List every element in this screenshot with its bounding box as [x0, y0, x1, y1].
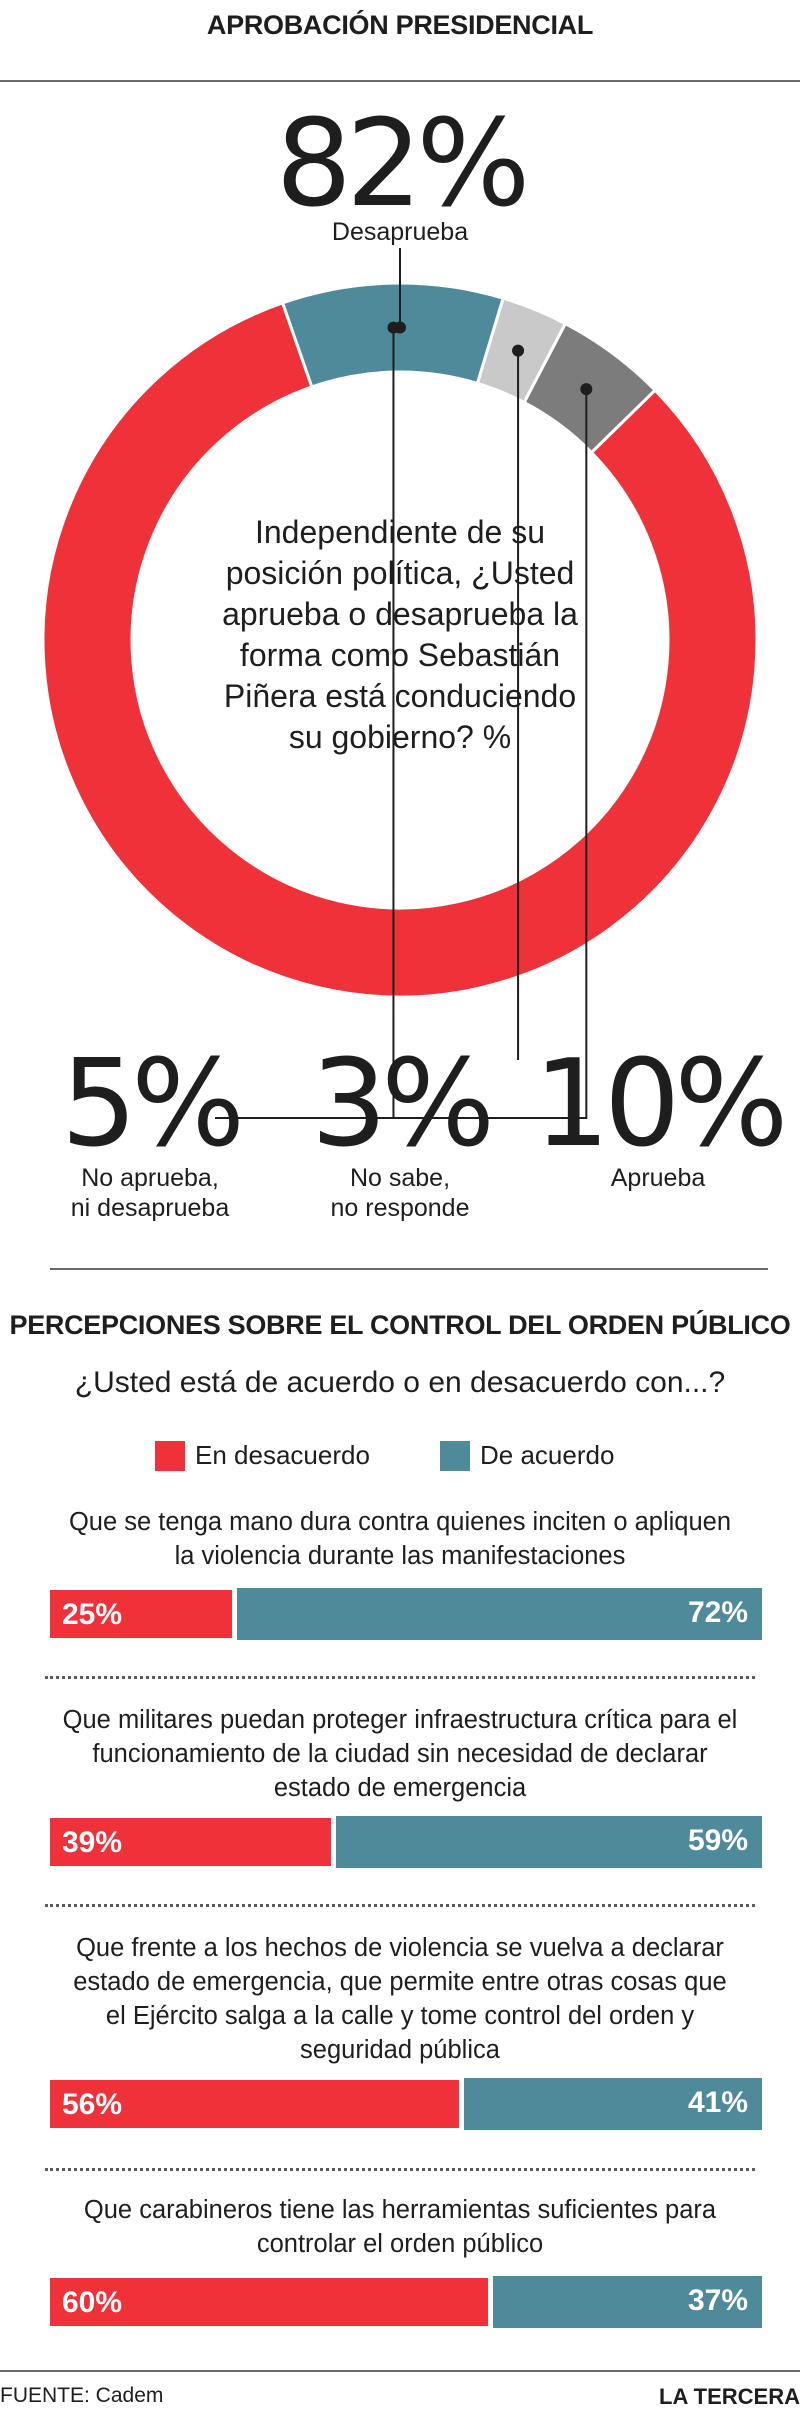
bar-value-disagree: 56% — [62, 2088, 123, 2121]
pct-neither: 5% — [61, 1035, 239, 1174]
bar-value-agree: 41% — [687, 2086, 748, 2119]
title-divider — [0, 80, 800, 82]
bar-value-disagree: 39% — [62, 1826, 123, 1859]
bar-segment-agree: 41% — [461, 2078, 762, 2130]
bar-segment-disagree: 56% — [50, 2078, 462, 2130]
chart-legend: En desacuerdo De acuerdo — [0, 1440, 800, 1474]
question-text-2: Que militares puedan proteger infraestru… — [62, 1706, 738, 1802]
question-text-3: Que frente a los hechos de violencia se … — [73, 1934, 727, 2064]
label-no-answer-line1: No sabe, — [350, 1164, 450, 1192]
bar-value-disagree: 25% — [62, 1598, 123, 1631]
bar-row-4: 60% 37% — [50, 2276, 762, 2328]
legend-item-agree: De acuerdo — [440, 1440, 614, 1471]
approval-donut-chart: 82%Desaprueba 10%Aprueba 3%No sabe,no resp… — [41, 95, 788, 1222]
legend-item-disagree: En desacuerdo — [155, 1440, 370, 1471]
bar-segment-agree: 37% — [490, 2276, 762, 2328]
bar-segment-disagree: 25% — [50, 1588, 234, 1640]
dotted-separator — [45, 2168, 755, 2171]
bar-value-disagree: 60% — [62, 2286, 123, 2319]
question-text-4: Que carabineros tiene las herramientas s… — [83, 2196, 717, 2258]
legend-label-disagree: En desacuerdo — [195, 1440, 370, 1470]
label-disapprove: Desaprueba — [332, 218, 468, 246]
leader-line-neither — [215, 389, 588, 1119]
pct-approve: 10% — [534, 1035, 783, 1174]
publisher-brand: LA TERCERA — [659, 2384, 800, 2409]
dotted-separator — [45, 1904, 755, 1907]
dotted-separator — [45, 1676, 755, 1679]
bar-row-2: 39% 59% — [50, 1816, 762, 1868]
section-title: PERCEPCIONES SOBRE EL CONTROL DEL ORDEN … — [9, 1310, 791, 1340]
bar-value-agree: 59% — [687, 1824, 748, 1857]
bar-segment-agree: 72% — [233, 1588, 762, 1640]
infographic-title: APROBACIÓN PRESIDENCIAL — [206, 10, 594, 40]
source-credit: FUENTE: Cadem — [0, 2384, 164, 2407]
bar-value-agree: 72% — [687, 1596, 748, 1629]
footer-divider — [0, 2370, 800, 2372]
question-text-1: Que se tenga mano dura contra quienes in… — [68, 1508, 732, 1570]
donut-slice-disapprove — [41, 300, 759, 999]
legend-swatch-disagree — [155, 1440, 185, 1471]
bar-row-1: 25% 72% — [50, 1588, 762, 1640]
section-subtitle: ¿Usted está de acuerdo o en desacuerdo c… — [74, 1366, 726, 1399]
legend-label-agree: De acuerdo — [480, 1440, 615, 1470]
label-neither-line2: ni desaprueba — [71, 1194, 230, 1222]
bar-value-agree: 37% — [687, 2284, 748, 2317]
bar-segment-disagree: 39% — [50, 1816, 334, 1868]
pct-disapprove: 82% — [276, 95, 525, 234]
bar-segment-agree: 59% — [333, 1816, 762, 1868]
label-neither-line1: No aprueba, — [81, 1164, 219, 1192]
section-divider — [50, 1268, 768, 1270]
bar-row-3: 56% 41% — [50, 2078, 762, 2130]
donut-question: Independiente de su posición política, ¿… — [222, 514, 578, 755]
bar-segment-disagree: 60% — [50, 2276, 491, 2328]
legend-swatch-agree — [440, 1440, 470, 1471]
label-no-answer-line2: no responde — [330, 1194, 469, 1222]
label-approve: Aprueba — [611, 1164, 706, 1192]
pct-no-answer: 3% — [311, 1035, 489, 1174]
